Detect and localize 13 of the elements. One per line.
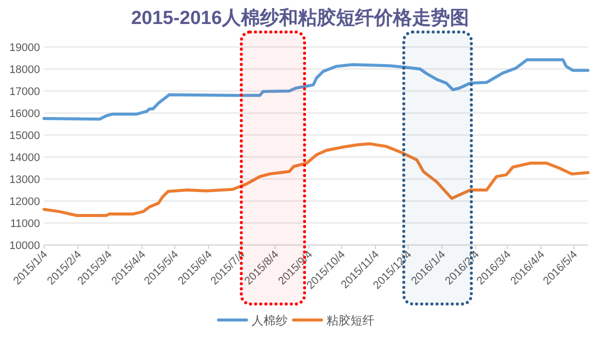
y-tick-label: 16000 xyxy=(9,108,40,120)
y-tick-label: 11000 xyxy=(10,218,40,230)
y-tick-label: 12000 xyxy=(9,196,40,208)
y-tick-label: 17000 xyxy=(9,86,40,98)
legend-label: 粘胶短纤 xyxy=(326,314,374,328)
y-tick-label: 10000 xyxy=(9,240,40,252)
chart-title: 2015-2016人棉纱和粘胶短纤价格走势图 xyxy=(131,7,469,29)
y-tick-label: 19000 xyxy=(9,42,40,54)
y-tick-label: 13000 xyxy=(9,174,40,186)
y-tick-label: 18000 xyxy=(9,64,40,76)
y-tick-label: 14000 xyxy=(9,152,40,164)
y-tick-label: 15000 xyxy=(9,130,40,142)
legend-label: 人棉纱 xyxy=(252,314,288,328)
